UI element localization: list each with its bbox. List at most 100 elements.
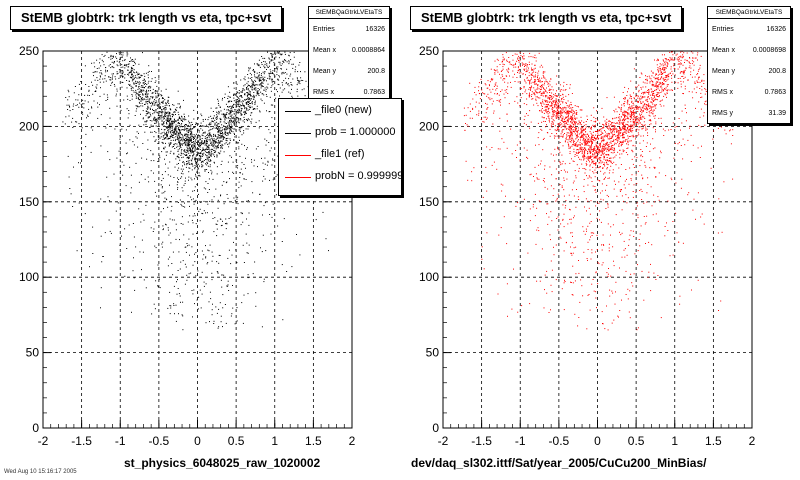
scatter-point [507, 70, 509, 72]
scatter-point [187, 149, 189, 151]
scatter-point [186, 274, 188, 276]
scatter-point [247, 109, 249, 111]
scatter-point [663, 69, 665, 71]
scatter-point [220, 130, 222, 132]
scatter-point [175, 158, 177, 160]
scatter-point [608, 160, 610, 162]
scatter-point [252, 81, 254, 82]
scatter-point [120, 70, 122, 72]
scatter-point [124, 64, 126, 66]
scatter-point [160, 107, 161, 109]
scatter-point [592, 150, 594, 152]
scatter-point [660, 150, 661, 152]
scatter-point [671, 51, 673, 53]
scatter-point [229, 128, 231, 130]
scatter-point [208, 151, 209, 153]
scatter-point [562, 160, 564, 162]
scatter-point [262, 93, 264, 95]
scatter-point [169, 291, 171, 293]
scatter-point [153, 104, 155, 106]
scatter-point [482, 196, 484, 198]
scatter-point [179, 137, 181, 138]
scatter-point [569, 132, 571, 134]
scatter-point [530, 87, 531, 89]
scatter-point [150, 170, 152, 172]
scatter-point [166, 199, 168, 201]
scatter-point [290, 82, 292, 83]
scatter-point [543, 88, 545, 90]
scatter-point [126, 87, 128, 89]
scatter-point [657, 96, 659, 97]
scatter-point [133, 69, 135, 71]
scatter-point [603, 244, 605, 246]
scatter-point [211, 199, 213, 201]
scatter-point [216, 235, 218, 237]
scatter-point [178, 122, 180, 124]
scatter-point [97, 106, 99, 108]
scatter-point [135, 76, 137, 78]
scatter-point [137, 105, 139, 107]
scatter-point [597, 153, 599, 155]
scatter-point [526, 93, 528, 95]
scatter-point [640, 88, 642, 90]
scatter-point [561, 131, 563, 133]
scatter-point [177, 149, 179, 151]
scatter-point [684, 144, 686, 146]
scatter-point [482, 92, 484, 94]
scatter-point [273, 177, 275, 179]
scatter-point [180, 139, 182, 141]
scatter-point [230, 112, 232, 114]
scatter-point [568, 94, 570, 96]
scatter-point [104, 75, 106, 77]
scatter-point [570, 111, 572, 112]
scatter-point [184, 206, 186, 208]
scatter-point [169, 256, 171, 258]
scatter-point [595, 191, 597, 193]
scatter-point [243, 78, 245, 80]
scatter-point [623, 111, 625, 113]
scatter-point [70, 193, 72, 195]
scatter-point [168, 127, 170, 129]
scatter-point [244, 79, 246, 81]
scatter-point [184, 180, 186, 182]
scatter-point [217, 152, 219, 154]
scatter-point [247, 92, 249, 93]
scatter-point [176, 184, 178, 186]
scatter-point [289, 52, 291, 54]
scatter-point [72, 127, 74, 128]
scatter-point [585, 157, 587, 159]
scatter-point [595, 124, 596, 126]
scatter-point [574, 121, 576, 123]
scatter-point [272, 104, 274, 106]
scatter-point [179, 145, 181, 147]
scatter-point [257, 84, 259, 86]
scatter-point [215, 146, 217, 148]
scatter-point [591, 232, 593, 234]
scatter-point [167, 118, 169, 119]
scatter-point [555, 99, 557, 101]
scatter-point [721, 231, 723, 233]
scatter-point [233, 111, 235, 113]
scatter-point [663, 68, 665, 70]
scatter-point [169, 138, 170, 139]
scatter-point [282, 71, 284, 73]
y-tick-label: 100 [19, 270, 39, 284]
scatter-point [188, 162, 190, 164]
scatter-point [512, 64, 514, 66]
scatter-point [257, 88, 259, 89]
scatter-point [263, 94, 265, 96]
scatter-point [529, 82, 530, 84]
scatter-point [608, 250, 610, 252]
scatter-point [227, 161, 229, 163]
scatter-point [573, 215, 575, 217]
scatter-point [499, 73, 500, 75]
scatter-point [163, 208, 164, 210]
scatter-point [208, 148, 210, 150]
scatter-point [649, 167, 651, 169]
scatter-point [193, 153, 195, 155]
scatter-point [101, 59, 103, 61]
scatter-point [590, 232, 592, 234]
scatter-point [132, 141, 134, 143]
scatter-point [488, 84, 490, 86]
scatter-point [200, 155, 202, 157]
